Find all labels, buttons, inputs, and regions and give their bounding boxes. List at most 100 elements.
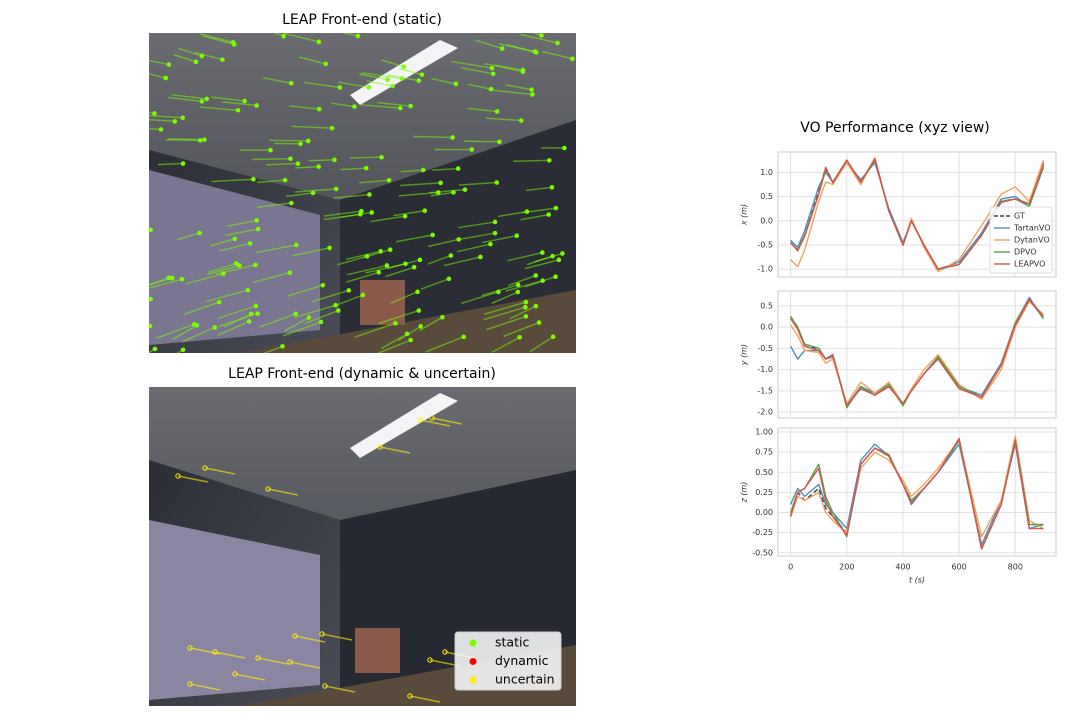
feature-track (513, 159, 550, 162)
feature-point (191, 322, 197, 327)
feature-track (259, 313, 296, 328)
feature-point (488, 86, 494, 92)
feature-track (291, 247, 330, 257)
feature-point (377, 444, 383, 450)
y-tick-label: -2.0 (757, 408, 773, 417)
feature-point (202, 465, 208, 471)
feature-point (180, 161, 186, 166)
feature-track (189, 683, 221, 691)
feature-point (179, 276, 185, 282)
legend-box (454, 631, 562, 691)
y-tick-label: 0.0 (760, 323, 773, 332)
feature-point (420, 167, 426, 173)
feature-point (462, 187, 468, 192)
feature-point (187, 681, 193, 687)
x-tick-label: 800 (1008, 563, 1023, 572)
feature-track (431, 77, 457, 85)
feature-point (442, 649, 448, 655)
feature-point (520, 69, 526, 74)
feature-track (427, 254, 452, 265)
y-tick-label: 0.00 (755, 508, 773, 517)
y-tick-label: -0.5 (757, 344, 773, 353)
feature-track (155, 323, 195, 339)
feature-point (393, 320, 398, 326)
feature-point (246, 319, 252, 324)
feature-track (214, 651, 246, 659)
feature-point (323, 61, 329, 67)
feature-point (233, 261, 239, 266)
feature-track (376, 101, 411, 107)
feature-track (182, 326, 216, 343)
feature-point (335, 308, 341, 313)
feature-track (451, 60, 493, 69)
feature-track (202, 35, 235, 46)
feature-point (408, 337, 413, 343)
feature-point (440, 314, 445, 320)
legend-label: dynamic (495, 653, 549, 668)
desk (240, 290, 576, 353)
feature-track (149, 298, 151, 301)
object (360, 280, 405, 325)
feature-point (295, 161, 301, 166)
feature-point (401, 64, 407, 69)
feature-point (329, 125, 335, 131)
feature-track (149, 325, 151, 328)
feature-point (152, 111, 157, 116)
feature-track (485, 117, 522, 122)
feature-point (202, 137, 207, 142)
feature-track (390, 291, 418, 304)
feature-track (304, 309, 339, 325)
feature-point (152, 346, 158, 352)
feature-point (384, 263, 390, 268)
feature-point (187, 645, 193, 651)
feature-track (227, 219, 257, 227)
feature-track (149, 112, 155, 115)
feature-point (455, 166, 461, 171)
feature-track (208, 262, 237, 274)
feature-point (199, 53, 205, 59)
feature-point (288, 80, 294, 86)
feature-point (492, 219, 498, 225)
feature-track (359, 179, 390, 184)
feature-point (363, 165, 369, 171)
feature-point (235, 107, 241, 113)
x-tick-label: 400 (895, 563, 910, 572)
feature-track (289, 661, 321, 669)
feature-track (286, 192, 314, 198)
feature-point (418, 324, 423, 329)
feature-point (175, 473, 181, 479)
feature-track (508, 274, 537, 287)
feature-track (419, 316, 443, 332)
feature-track (460, 66, 494, 75)
series-line (790, 162, 1045, 270)
feature-track (331, 102, 355, 108)
feature-point (180, 347, 186, 353)
feature-point (496, 289, 501, 295)
feature-point (387, 247, 393, 252)
feature-point (316, 39, 322, 45)
feature-track (393, 209, 425, 217)
feature-point (369, 210, 375, 215)
feature-point (149, 296, 153, 302)
feature-point (562, 145, 567, 151)
feature-track (494, 64, 524, 73)
feature-track (204, 467, 236, 475)
feature-track (526, 186, 553, 192)
feature-point (288, 156, 293, 161)
feature-track (189, 647, 221, 655)
feature-point (245, 287, 251, 293)
feature-track (419, 419, 451, 427)
feature-point (417, 417, 423, 423)
feature-track (219, 242, 251, 252)
feature-point (430, 232, 435, 238)
feature-point (289, 200, 294, 206)
feature-track (379, 446, 411, 454)
feature-track (324, 685, 356, 693)
feature-point (523, 304, 528, 310)
feature-point (255, 226, 261, 232)
feature-track (218, 312, 258, 328)
y-tick-label: -1.0 (757, 365, 773, 374)
feature-point (489, 65, 495, 71)
feature-track (347, 264, 388, 276)
